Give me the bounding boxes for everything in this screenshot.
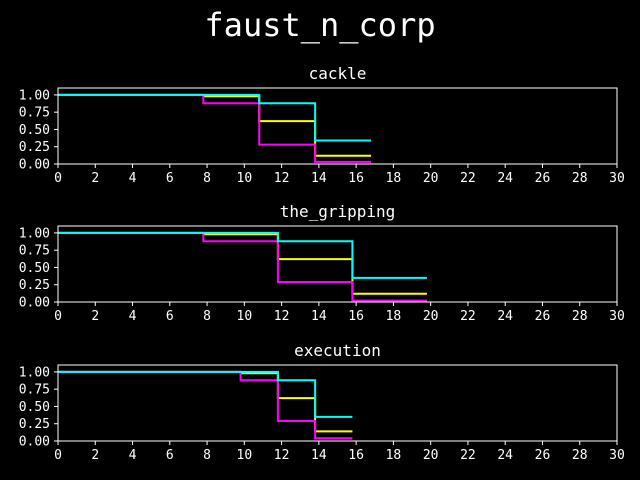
y-tick-label: 1.00	[19, 226, 50, 241]
y-tick-label: 0.75	[19, 244, 50, 259]
y-tick-label: 0.75	[19, 383, 50, 398]
plot-frame	[57, 364, 618, 442]
x-tick-label: 30	[609, 448, 625, 463]
x-tick-label: 20	[423, 171, 439, 186]
x-tick-label: 8	[203, 309, 211, 324]
x-tick-label: 8	[203, 448, 211, 463]
y-tick-label: 0.50	[19, 123, 50, 138]
x-tick-label: 18	[386, 448, 402, 463]
y-tick-label: 1.00	[19, 365, 50, 380]
x-tick-label: 20	[423, 309, 439, 324]
y-tick-label: 0.50	[19, 400, 50, 415]
y-tick-label: 0.50	[19, 261, 50, 276]
series-line-2	[58, 93, 372, 142]
x-tick-label: 2	[91, 171, 99, 186]
x-tick-label: 12	[274, 171, 290, 186]
x-tick-label: 14	[311, 448, 327, 463]
x-tick-label: 6	[166, 448, 174, 463]
x-tick-label: 12	[274, 448, 290, 463]
x-tick-label: 20	[423, 448, 439, 463]
x-tick-label: 30	[609, 309, 625, 324]
y-tick-label: 1.00	[19, 88, 50, 103]
x-tick-label: 4	[129, 171, 137, 186]
x-tick-label: 0	[54, 448, 62, 463]
x-tick-label: 0	[54, 309, 62, 324]
subplot-title: execution	[294, 341, 381, 360]
y-tick-label: 0.25	[19, 417, 50, 432]
x-tick-label: 10	[237, 309, 253, 324]
x-tick-label: 2	[91, 448, 99, 463]
x-tick-label: 30	[609, 171, 625, 186]
x-tick-label: 4	[129, 448, 137, 463]
x-tick-label: 6	[166, 171, 174, 186]
x-tick-label: 16	[348, 448, 364, 463]
y-tick-label: 0.25	[19, 278, 50, 293]
x-tick-label: 22	[460, 448, 476, 463]
x-tick-label: 8	[203, 171, 211, 186]
x-tick-label: 26	[535, 309, 551, 324]
series-line-2	[58, 231, 427, 279]
series-line-2	[58, 370, 353, 418]
x-tick-label: 26	[535, 448, 551, 463]
plot-frame	[57, 225, 618, 303]
x-tick-label: 12	[274, 309, 290, 324]
x-tick-label: 18	[386, 171, 402, 186]
x-tick-label: 16	[348, 309, 364, 324]
x-tick-label: 6	[166, 309, 174, 324]
x-tick-label: 24	[497, 309, 513, 324]
x-tick-label: 28	[572, 448, 588, 463]
y-tick-label: 0.25	[19, 140, 50, 155]
x-tick-label: 10	[237, 171, 253, 186]
series-line-1	[58, 93, 372, 163]
y-tick-label: 0.00	[19, 158, 50, 173]
series-line-1	[58, 231, 427, 302]
x-tick-label: 22	[460, 171, 476, 186]
y-tick-label: 0.00	[19, 296, 50, 311]
x-tick-label: 2	[91, 309, 99, 324]
subplot-title: the_gripping	[280, 202, 396, 221]
x-tick-label: 0	[54, 171, 62, 186]
series-line-1	[58, 370, 353, 440]
subplot-title: cackle	[309, 64, 367, 83]
y-tick-label: 0.00	[19, 435, 50, 450]
x-tick-label: 16	[348, 171, 364, 186]
x-tick-label: 18	[386, 309, 402, 324]
x-tick-label: 14	[311, 171, 327, 186]
plot-frame	[57, 87, 618, 165]
y-tick-label: 0.75	[19, 106, 50, 121]
x-tick-label: 10	[237, 448, 253, 463]
x-tick-label: 14	[311, 309, 327, 324]
x-tick-label: 28	[572, 309, 588, 324]
x-tick-label: 28	[572, 171, 588, 186]
x-tick-label: 22	[460, 309, 476, 324]
figure-title: faust_n_corp	[204, 6, 435, 44]
x-tick-label: 24	[497, 171, 513, 186]
x-tick-label: 26	[535, 171, 551, 186]
x-tick-label: 24	[497, 448, 513, 463]
x-tick-label: 4	[129, 309, 137, 324]
